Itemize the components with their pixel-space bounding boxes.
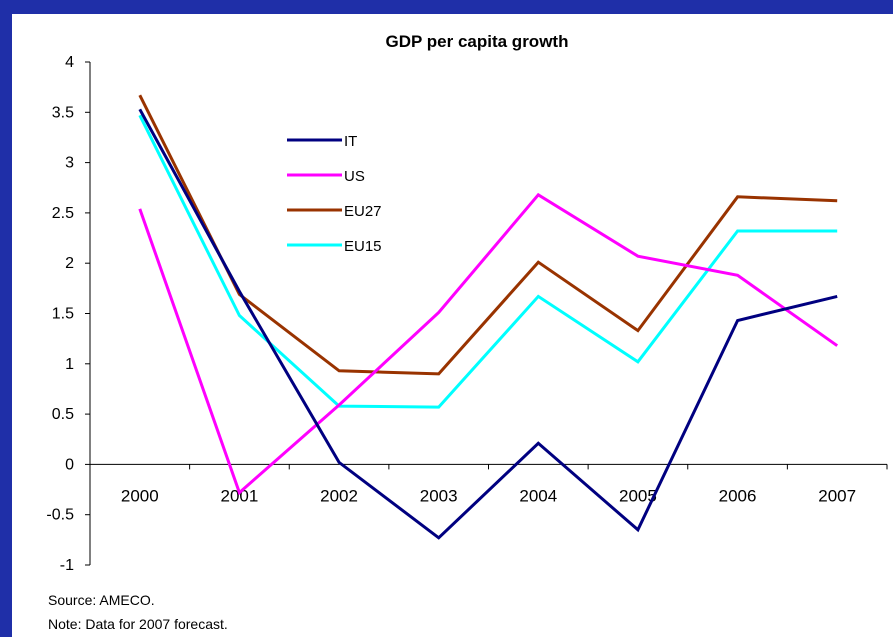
series-line-eu15 xyxy=(138,114,838,409)
x-tick-label: 2004 xyxy=(519,486,557,505)
y-tick-label: 0.5 xyxy=(52,406,74,423)
y-tick-label: 2 xyxy=(65,255,74,272)
x-tick-label: 2005 xyxy=(619,486,657,505)
x-tick-label: 2003 xyxy=(420,486,458,505)
y-tick-label: 0 xyxy=(65,456,74,473)
y-tick-label: 1.5 xyxy=(52,306,74,323)
axes: 4 3.5 3 2.5 2 1.5 1 0.5 0 -0.5 -1 2000 2001 2002 2003 2… xyxy=(46,54,888,574)
x-tick-label: 2002 xyxy=(320,486,358,505)
x-tick-label: 2007 xyxy=(818,486,856,505)
x-tick-label: 2006 xyxy=(719,486,757,505)
y-tick-label: -1 xyxy=(60,557,74,574)
series-line-it xyxy=(138,108,838,540)
x-tick-label: 2001 xyxy=(221,486,259,505)
forecast-note: Note: Data for 2007 forecast. xyxy=(48,616,228,632)
chart-card: GDP per capita growth 4 3.5 3 2.5 2 1.5 1 0.5 0 -… xyxy=(12,14,893,637)
y-tick-label: 1 xyxy=(65,356,74,373)
legend: IT US EU27 EU15 xyxy=(287,133,382,255)
series-line-us xyxy=(138,192,839,496)
y-tick-label: -0.5 xyxy=(46,507,74,524)
y-tick-label: 2.5 xyxy=(52,205,74,222)
y-tick-label: 3 xyxy=(65,155,74,172)
legend-label-it: IT xyxy=(344,133,357,150)
series-line-eu27 xyxy=(138,94,838,376)
x-tick-label: 2000 xyxy=(121,486,159,505)
legend-label-eu15: EU15 xyxy=(344,238,382,255)
line-chart: GDP per capita growth 4 3.5 3 2.5 2 1.5 1 0.5 0 -… xyxy=(46,32,888,574)
y-tick-label: 4 xyxy=(65,54,74,71)
legend-label-us: US xyxy=(344,168,365,185)
series-layer xyxy=(138,94,839,540)
source-note: Source: AMECO. xyxy=(48,592,155,608)
y-tick-label: 3.5 xyxy=(52,104,74,121)
legend-label-eu27: EU27 xyxy=(344,203,382,220)
chart-title: GDP per capita growth xyxy=(386,32,569,51)
